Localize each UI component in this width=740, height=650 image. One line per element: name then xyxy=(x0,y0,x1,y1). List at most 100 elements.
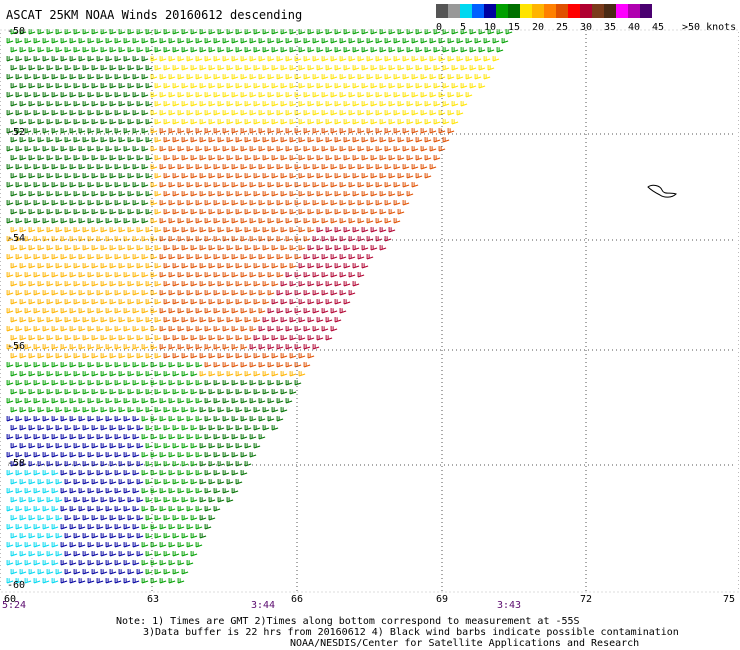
wind-barb xyxy=(172,47,180,53)
wind-barb xyxy=(69,74,77,80)
wind-barb xyxy=(51,56,59,62)
wind-barb xyxy=(222,56,230,62)
wind-barb xyxy=(222,236,230,242)
wind-barb xyxy=(208,65,216,71)
lat-label-56: -56 xyxy=(7,341,26,352)
note-line-3: NOAA/NESDIS/Center for Satellite Applica… xyxy=(290,638,640,649)
wind-barb xyxy=(132,110,140,116)
scale-label: 30 xyxy=(580,22,593,33)
wind-barb xyxy=(195,290,203,296)
wind-barb xyxy=(366,110,374,116)
wind-barb xyxy=(406,173,414,179)
wind-barb xyxy=(33,38,41,44)
wind-barb xyxy=(298,101,306,107)
wind-barb xyxy=(168,560,176,566)
wind-barb xyxy=(190,317,198,323)
wind-barb xyxy=(136,209,144,215)
wind-barb xyxy=(136,353,144,359)
wind-barb xyxy=(307,245,315,251)
wind-barb xyxy=(303,272,311,278)
wind-barb xyxy=(190,191,198,197)
wind-barb xyxy=(109,209,117,215)
wind-barb xyxy=(393,74,401,80)
wind-barb xyxy=(172,101,180,107)
wind-barb xyxy=(87,326,95,332)
scale-label: 45 xyxy=(652,22,665,33)
wind-barb xyxy=(96,308,104,314)
wind-barb xyxy=(109,371,117,377)
wind-barb xyxy=(105,182,113,188)
wind-barb xyxy=(60,146,68,152)
wind-barb xyxy=(190,425,198,431)
wind-barb xyxy=(276,74,284,80)
wind-barb xyxy=(100,155,108,161)
wind-barb xyxy=(105,236,113,242)
wind-barb xyxy=(375,56,383,62)
wind-barb xyxy=(6,290,14,296)
wind-barb xyxy=(267,200,275,206)
wind-barb xyxy=(267,416,275,422)
wind-barb xyxy=(361,173,369,179)
wind-barb xyxy=(60,578,68,584)
wind-barb xyxy=(181,263,189,269)
wind-barb xyxy=(240,182,248,188)
wind-barb xyxy=(330,308,338,314)
wind-barb xyxy=(172,191,180,197)
wind-barb xyxy=(190,47,198,53)
wind-barb xyxy=(235,263,243,269)
wind-barb xyxy=(181,137,189,143)
wind-barb xyxy=(357,164,365,170)
wind-barb xyxy=(46,47,54,53)
wind-barb xyxy=(132,254,140,260)
wind-barb xyxy=(127,425,135,431)
wind-barb xyxy=(307,191,315,197)
wind-barb xyxy=(240,380,248,386)
wind-barb xyxy=(132,452,140,458)
wind-barb xyxy=(249,344,257,350)
wind-barb xyxy=(100,119,108,125)
wind-barb xyxy=(195,110,203,116)
wind-barb xyxy=(15,506,23,512)
wind-barb xyxy=(114,326,122,332)
wind-barb xyxy=(334,191,342,197)
wind-barb xyxy=(46,407,54,413)
wind-barb xyxy=(222,308,230,314)
wind-barb xyxy=(208,335,216,341)
wind-barb xyxy=(213,272,221,278)
wind-barb xyxy=(46,443,54,449)
wind-barb xyxy=(195,272,203,278)
wind-barb xyxy=(42,92,50,98)
wind-barb xyxy=(397,65,405,71)
wind-barb xyxy=(87,470,95,476)
wind-barb xyxy=(199,209,207,215)
wind-barb xyxy=(163,389,171,395)
wind-barb xyxy=(145,389,153,395)
wind-barb xyxy=(46,245,54,251)
wind-barb xyxy=(55,29,63,35)
wind-barb xyxy=(285,344,293,350)
wind-barb xyxy=(73,533,81,539)
wind-barb xyxy=(60,74,68,80)
wind-barb xyxy=(114,110,122,116)
wind-barb xyxy=(6,506,14,512)
wind-barb xyxy=(64,155,72,161)
lon-label-72: 72 xyxy=(580,594,593,605)
wind-barb xyxy=(352,209,360,215)
wind-barb xyxy=(186,308,194,314)
wind-barb xyxy=(46,263,54,269)
wind-barb xyxy=(37,479,45,485)
wind-barb xyxy=(321,182,329,188)
wind-barb xyxy=(186,56,194,62)
wind-barb xyxy=(24,164,32,170)
wind-barb xyxy=(78,110,86,116)
wind-barb xyxy=(168,56,176,62)
wind-barb xyxy=(235,389,243,395)
wind-barb xyxy=(42,56,50,62)
wind-barb xyxy=(15,218,23,224)
wind-barb xyxy=(159,524,167,530)
wind-barb xyxy=(177,146,185,152)
wind-barb xyxy=(73,29,81,35)
wind-barb xyxy=(109,281,117,287)
wind-barb xyxy=(51,272,59,278)
wind-barb xyxy=(204,362,212,368)
